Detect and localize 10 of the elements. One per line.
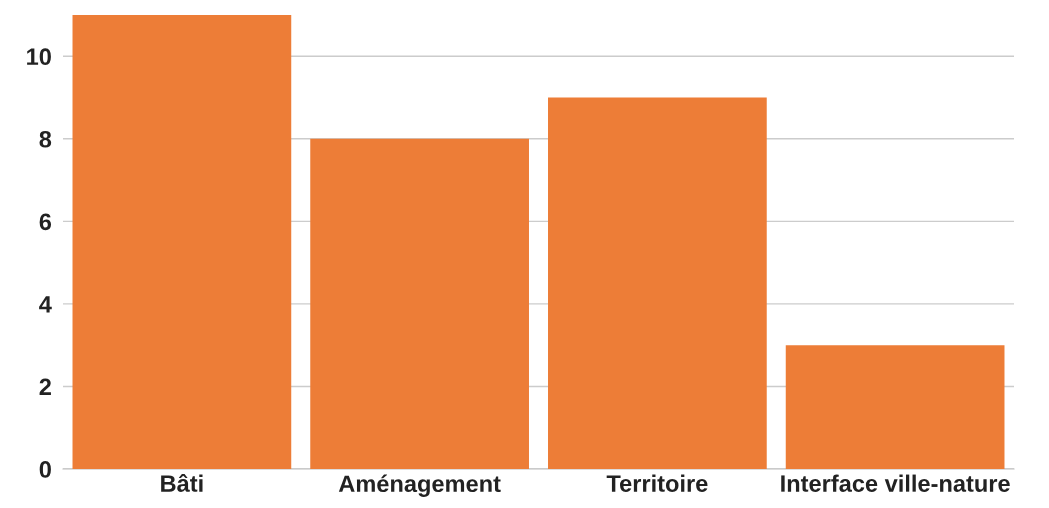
y-tick-label: 0 [39, 461, 51, 478]
x-tick-label: Territoire [606, 474, 708, 492]
x-tick-label: Interface ville-nature [781, 474, 1010, 492]
y-tick-label: 10 [27, 48, 51, 66]
x-tick-label: Bâti [161, 474, 203, 492]
y-tick-label: 8 [39, 130, 52, 148]
y-tick-label: 2 [39, 378, 51, 396]
x-tick-label: Aménagement [338, 474, 501, 497]
y-tick-label: 6 [39, 213, 52, 231]
y-tick-label: 4 [39, 296, 52, 313]
